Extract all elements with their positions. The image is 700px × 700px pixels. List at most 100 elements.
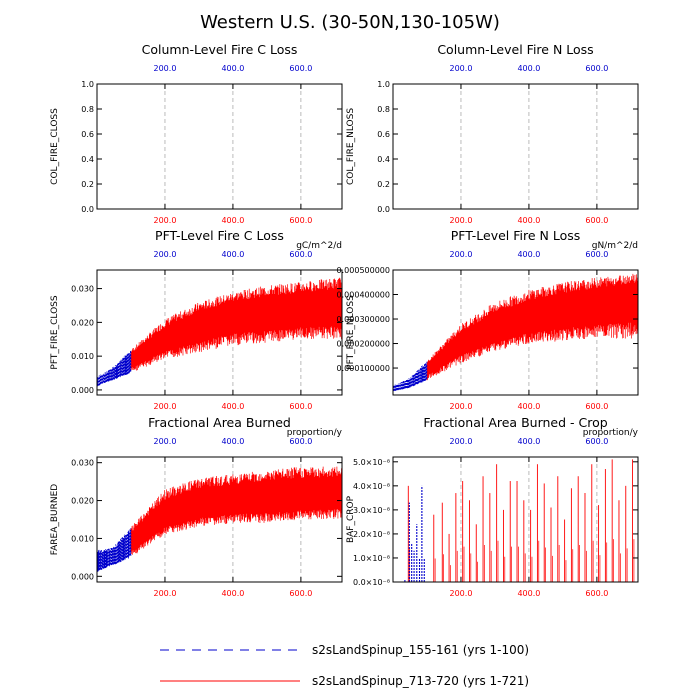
y-tick-label: 0.000400000: [337, 291, 390, 300]
x-tick-label-bottom: 400.0: [517, 402, 540, 411]
panel-title: PFT-Level Fire N Loss: [451, 228, 581, 243]
x-tick-label-bottom: 400.0: [517, 216, 540, 225]
y-tick-label: 0.6: [81, 130, 94, 139]
x-tick-label-top: 600.0: [585, 437, 608, 446]
panel-col-n: Column-Level Fire N Loss 0.0 0.2 0.4 0.6 0.8 1…: [346, 42, 639, 225]
axes-frame: [392, 83, 639, 210]
y-tick-label: 0.4: [81, 155, 94, 164]
series-spikes: [404, 459, 635, 582]
x-tick-label-bottom: 600.0: [585, 589, 608, 598]
x-tick-label-top: 400.0: [517, 437, 540, 446]
series2-mean: [426, 295, 639, 369]
x-tick-label-bottom: 200.0: [154, 589, 177, 598]
series2-line: [130, 277, 343, 371]
series1-line: [392, 361, 428, 392]
units-label: proportion/y: [287, 428, 343, 438]
series1-line: [96, 350, 132, 387]
x-tick-label-top: 200.0: [450, 250, 473, 259]
x-tick-label-bottom: 600.0: [289, 402, 312, 411]
x-tick-label-top: 200.0: [154, 64, 177, 73]
units-label: gN/m^2/d: [592, 241, 638, 251]
x-tick-label-top: 200.0: [450, 64, 473, 73]
panel-title: Fractional Area Burned: [148, 415, 291, 430]
axes-frame: [96, 269, 343, 396]
figure-title: Western U.S. (30-50N,130-105W): [200, 12, 500, 33]
y-axis-label: FAREA_BURNED: [50, 484, 60, 556]
y-tick-label: 0.000100000: [337, 364, 390, 373]
y-tick-label: 0.0: [81, 205, 94, 214]
y-axis-label: COL_FIRE_NLOSS: [346, 108, 356, 185]
y-tick-label: 0.0: [377, 205, 390, 214]
legend: s2sLandSpinup_155-161 (yrs 1-100) s2sLand…: [160, 643, 529, 688]
panel-pft-c: PFT-Level Fire C Loss gC/m^2/d 0.000 0.010 0…: [50, 228, 343, 411]
series2-line: [130, 466, 343, 555]
series2-mean: [130, 491, 343, 544]
x-tick-label-top: 400.0: [517, 64, 540, 73]
units-label: proportion/y: [583, 428, 639, 438]
units-label: gC/m^2/d: [296, 241, 342, 251]
y-axis-label: PFT_FIRE_CLOSS: [50, 295, 60, 369]
axes-frame: [96, 456, 343, 583]
x-tick-label-top: 200.0: [154, 437, 177, 446]
y-tick-label: 0.0×10⁻⁸: [353, 578, 390, 587]
x-tick-label-top: 600.0: [289, 64, 312, 73]
y-tick-label: 0.8: [377, 105, 390, 114]
y-tick-label: 0.000300000: [337, 315, 390, 324]
y-tick-label: 0.6: [377, 130, 390, 139]
x-tick-label-bottom: 200.0: [450, 402, 473, 411]
y-tick-label: 0.8: [81, 105, 94, 114]
y-tick-label: 0.000: [71, 572, 94, 581]
y-tick-label: 0.010: [71, 352, 94, 361]
x-tick-label-bottom: 400.0: [221, 589, 244, 598]
y-tick-label: 0.030: [71, 459, 94, 468]
x-tick-label-bottom: 600.0: [289, 589, 312, 598]
y-tick-label: 1.0: [81, 80, 94, 89]
x-tick-label-top: 200.0: [450, 437, 473, 446]
axes-frame: [392, 269, 639, 396]
y-tick-label: 3.0×10⁻⁸: [353, 506, 390, 515]
x-tick-label-bottom: 200.0: [154, 402, 177, 411]
y-tick-label: 0.2: [377, 180, 390, 189]
x-tick-label-top: 400.0: [517, 250, 540, 259]
y-axis-label: BAF_CROP: [346, 495, 356, 543]
panel-pft-n: PFT-Level Fire N Loss gN/m^2/d 0.000100000…: [337, 228, 639, 411]
y-axis-label: COL_FIRE_CLOSS: [50, 108, 60, 185]
y-tick-label: 0.020: [71, 318, 94, 327]
x-tick-label-top: 600.0: [289, 250, 312, 259]
y-tick-label: 0.4: [377, 155, 390, 164]
legend-label: s2sLandSpinup_713-720 (yrs 1-721): [312, 674, 529, 688]
x-tick-label-bottom: 600.0: [585, 402, 608, 411]
legend-label: s2sLandSpinup_155-161 (yrs 1-100): [312, 643, 529, 657]
x-tick-label-bottom: 600.0: [289, 216, 312, 225]
x-tick-label-top: 600.0: [289, 437, 312, 446]
panel-title: Column-Level Fire C Loss: [142, 42, 298, 57]
y-tick-label: 0.030: [71, 285, 94, 294]
y-tick-label: 0.000200000: [337, 340, 390, 349]
x-tick-label-top: 600.0: [585, 64, 608, 73]
x-tick-label-bottom: 400.0: [221, 216, 244, 225]
y-tick-label: 2.0×10⁻⁸: [353, 530, 390, 539]
x-tick-label-top: 400.0: [221, 437, 244, 446]
series-data: [96, 466, 343, 572]
y-tick-label: 0.020: [71, 497, 94, 506]
x-tick-label-bottom: 400.0: [517, 589, 540, 598]
x-tick-label-top: 400.0: [221, 64, 244, 73]
panel-col-c: Column-Level Fire C Loss 0.0 0.2 0.4 0.6 0.8 1…: [50, 42, 343, 225]
panel-title: PFT-Level Fire C Loss: [155, 228, 284, 243]
panel-baf-crop: Fractional Area Burned - Cropproportion/…: [346, 415, 639, 598]
x-tick-label-bottom: 400.0: [221, 402, 244, 411]
series1-line: [96, 528, 132, 572]
x-tick-label-bottom: 200.0: [154, 216, 177, 225]
axes-frame: [96, 83, 343, 210]
y-tick-label: 1.0×10⁻⁸: [353, 554, 390, 563]
y-tick-label: 0.010: [71, 534, 94, 543]
x-tick-label-bottom: 200.0: [450, 589, 473, 598]
x-tick-label-bottom: 200.0: [450, 216, 473, 225]
axes-frame: [392, 456, 639, 583]
x-tick-label-top: 600.0: [585, 250, 608, 259]
y-axis-label: PFT_FIRE_NLOSS: [346, 295, 356, 370]
y-tick-label: 0.2: [81, 180, 94, 189]
x-tick-label-top: 400.0: [221, 250, 244, 259]
